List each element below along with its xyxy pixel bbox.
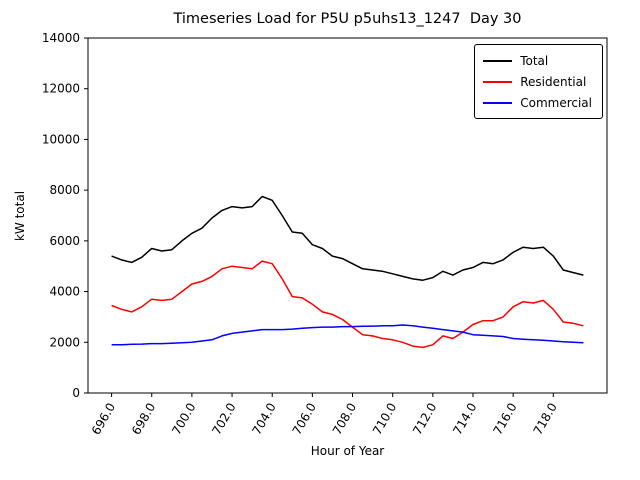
- chart-title: Timeseries Load for P5U p5uhs13_1247 Day…: [173, 11, 522, 27]
- svg-text:698.0: 698.0: [129, 401, 158, 438]
- x-axis-label: Hour of Year: [310, 444, 385, 458]
- svg-text:6000: 6000: [49, 234, 80, 248]
- svg-text:702.0: 702.0: [209, 401, 238, 438]
- legend-line-commercial: [483, 101, 513, 104]
- svg-text:0: 0: [72, 386, 80, 400]
- svg-text:14000: 14000: [42, 31, 80, 45]
- legend-label-total: Total: [520, 53, 549, 68]
- svg-text:710.0: 710.0: [370, 401, 399, 438]
- svg-text:8000: 8000: [49, 183, 80, 197]
- svg-text:696.0: 696.0: [89, 401, 118, 438]
- legend-label-residential: Residential: [520, 74, 587, 89]
- svg-text:712.0: 712.0: [410, 401, 439, 438]
- legend-entry-commercial: Commercial: [483, 92, 592, 113]
- svg-text:706.0: 706.0: [290, 401, 319, 438]
- svg-text:716.0: 716.0: [490, 401, 519, 438]
- svg-text:708.0: 708.0: [330, 401, 359, 438]
- svg-text:714.0: 714.0: [450, 401, 479, 438]
- legend-entry-total: Total: [483, 50, 592, 71]
- svg-text:2000: 2000: [49, 335, 80, 349]
- legend: Total Residential Commercial: [474, 44, 603, 119]
- legend-line-residential: [483, 80, 513, 83]
- y-axis-label: kW total: [13, 190, 27, 242]
- svg-text:718.0: 718.0: [531, 401, 560, 438]
- svg-text:12000: 12000: [42, 82, 80, 96]
- legend-entry-residential: Residential: [483, 71, 592, 92]
- svg-text:700.0: 700.0: [169, 401, 198, 438]
- svg-text:4000: 4000: [49, 285, 80, 299]
- svg-text:10000: 10000: [42, 132, 80, 146]
- legend-label-commercial: Commercial: [520, 95, 592, 110]
- legend-line-total: [483, 59, 513, 62]
- svg-text:704.0: 704.0: [250, 401, 279, 438]
